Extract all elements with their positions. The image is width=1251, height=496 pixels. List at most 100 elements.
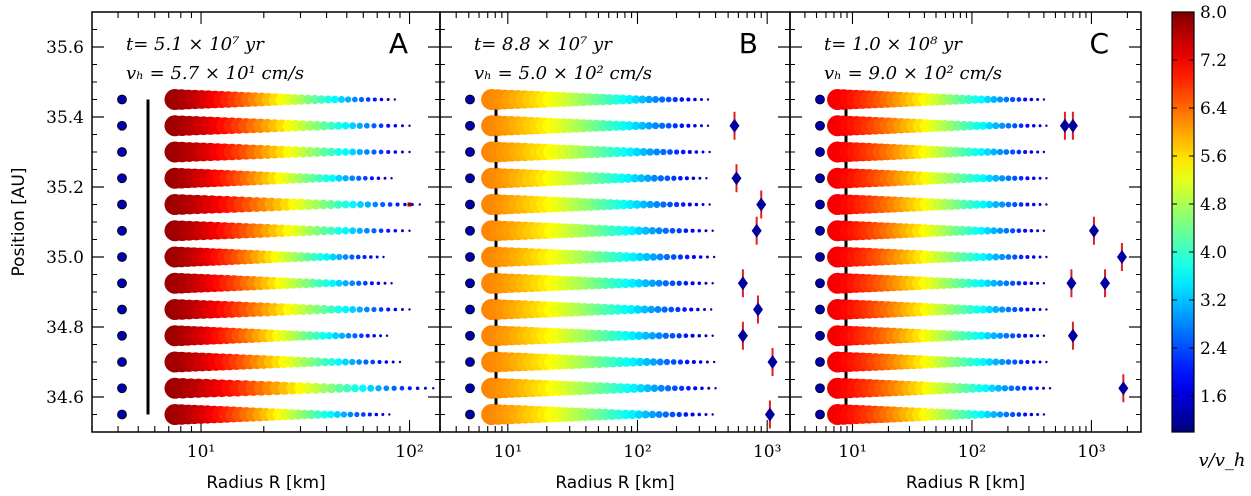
data-point: [990, 279, 998, 287]
data-point: [630, 173, 640, 183]
data-point: [308, 173, 318, 183]
data-point: [378, 123, 384, 129]
data-point: [959, 252, 969, 262]
data-point: [1038, 203, 1042, 206]
data-point: [1028, 386, 1033, 391]
data-point: [1003, 332, 1010, 339]
data-point: [642, 252, 651, 262]
data-point: [964, 147, 974, 157]
x-tick-label: 10³: [1077, 442, 1105, 462]
data-point: [1005, 122, 1012, 129]
data-point: [1010, 280, 1016, 286]
data-point: [667, 149, 673, 155]
data-point: [669, 332, 676, 339]
data-point: [669, 227, 676, 234]
data-point: [670, 254, 677, 260]
size-bin-marker: [117, 304, 127, 315]
data-point: [699, 124, 703, 128]
data-point: [1031, 176, 1036, 181]
data-point: [387, 202, 393, 207]
data-point: [315, 278, 324, 288]
data-point: [708, 203, 711, 206]
data-point: [403, 202, 407, 207]
data-point: [694, 202, 699, 207]
data-point: [620, 409, 631, 420]
data-point: [1036, 281, 1040, 285]
data-point: [391, 385, 397, 391]
data-point: [1018, 359, 1024, 365]
data-point: [1005, 359, 1012, 365]
data-point: [965, 252, 976, 262]
data-point: [660, 201, 667, 208]
data-point: [705, 177, 708, 180]
data-point: [319, 304, 329, 315]
data-point: [1036, 150, 1040, 154]
data-point: [983, 410, 992, 419]
data-point: [990, 148, 998, 156]
data-point: [647, 305, 656, 314]
data-point: [1029, 97, 1034, 102]
data-point: [393, 307, 398, 312]
data-point: [655, 279, 663, 287]
data-point: [1029, 281, 1034, 286]
data-point: [309, 252, 319, 262]
data-point: [663, 358, 671, 366]
data-point: [990, 411, 998, 418]
y-tick-label: 35.6: [46, 38, 84, 58]
data-point: [683, 412, 689, 417]
data-point: [641, 331, 650, 340]
size-bin-marker: [465, 330, 475, 341]
data-point: [1048, 387, 1052, 390]
data-point: [335, 174, 343, 182]
data-point: [968, 383, 978, 393]
data-point: [1038, 360, 1042, 364]
data-point: [990, 96, 998, 103]
data-point: [1001, 385, 1009, 392]
data-point: [626, 304, 636, 315]
data-point: [327, 410, 335, 419]
data-point: [364, 201, 372, 208]
data-point: [629, 383, 639, 393]
data-point: [1036, 413, 1040, 416]
data-point: [1031, 123, 1036, 128]
data-point: [1010, 96, 1016, 103]
size-bin-marker: [815, 383, 825, 394]
data-point: [1012, 123, 1018, 129]
data-point: [959, 199, 969, 210]
data-point: [623, 173, 633, 183]
data-point: [386, 149, 391, 155]
data-point: [965, 304, 976, 315]
y-tick-label: 35.2: [46, 178, 84, 198]
data-point: [363, 122, 370, 129]
x-axis-label: Radius R [km]: [555, 473, 674, 493]
data-point: [341, 358, 349, 366]
data-point: [616, 173, 627, 184]
y-tick-label: 34.8: [46, 318, 84, 338]
data-point: [658, 96, 666, 103]
data-point: [697, 412, 702, 417]
data-point: [408, 124, 411, 127]
data-point: [328, 174, 337, 182]
data-point: [1038, 124, 1042, 128]
data-point: [371, 123, 377, 129]
data-point: [992, 201, 1000, 208]
data-point: [620, 330, 631, 341]
data-point: [1025, 176, 1030, 181]
data-point: [371, 228, 377, 234]
data-point: [985, 200, 994, 209]
size-bin-marker: [815, 199, 825, 210]
data-point: [622, 383, 633, 394]
x-tick-label: 10²: [395, 442, 423, 462]
data-point: [378, 149, 384, 155]
data-point: [673, 201, 680, 208]
data-point: [690, 412, 695, 417]
data-point: [705, 360, 709, 364]
data-point: [641, 279, 650, 288]
size-bin-marker: [465, 278, 475, 289]
data-point: [1029, 150, 1034, 154]
data-point: [374, 412, 379, 417]
data-point: [638, 95, 647, 104]
big-body-marker: [1066, 276, 1077, 291]
data-point: [711, 282, 714, 285]
data-point: [306, 409, 316, 420]
